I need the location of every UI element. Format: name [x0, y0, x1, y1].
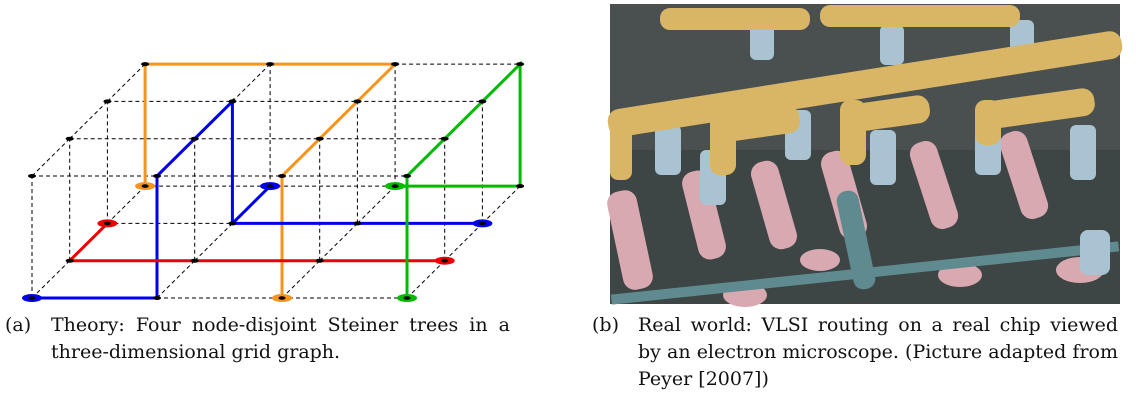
- grid-edge: [32, 261, 70, 298]
- grid-node: [316, 259, 324, 263]
- steiner-tree: [395, 64, 520, 298]
- grid-edge: [32, 139, 70, 176]
- grid-node: [191, 259, 199, 263]
- chip-photo: [605, 4, 1124, 307]
- terminal-center: [392, 184, 399, 188]
- grid-edge: [195, 223, 233, 260]
- grid-graph: [22, 62, 524, 302]
- grid-edge: [357, 186, 395, 223]
- grid-node: [153, 174, 161, 178]
- caption-a: (a) Theory: Four node-disjoint Steiner t…: [5, 312, 510, 366]
- caption-label: (b): [592, 312, 638, 393]
- grid-node: [441, 137, 449, 141]
- grid-node: [66, 259, 74, 263]
- grid-edge: [445, 223, 483, 260]
- grid-node: [516, 184, 524, 188]
- grid-node: [391, 62, 399, 66]
- caption-text: Real world: VLSI routing on a real chip …: [638, 312, 1118, 393]
- grid-node: [228, 221, 236, 225]
- terminal-center: [441, 259, 448, 263]
- terminal-center: [142, 184, 149, 188]
- grid-node: [353, 221, 361, 225]
- grid-node: [141, 62, 149, 66]
- grid-edge: [70, 101, 108, 138]
- grid-node: [478, 99, 486, 103]
- grid-node: [316, 137, 324, 141]
- terminal-center: [29, 296, 36, 300]
- grid-edge: [157, 261, 195, 298]
- grid-edge: [107, 186, 145, 223]
- grid-edge: [407, 261, 445, 298]
- terminal-center: [404, 296, 411, 300]
- grid-node: [278, 174, 286, 178]
- grid-node: [103, 99, 111, 103]
- grid-node: [228, 99, 236, 103]
- figure-graphics: [0, 0, 1136, 310]
- grid-edge: [107, 64, 145, 101]
- caption-text: Theory: Four node-disjoint Steiner trees…: [51, 312, 510, 366]
- caption-b: (b) Real world: VLSI routing on a real c…: [592, 312, 1118, 393]
- terminal-center: [267, 184, 274, 188]
- grid-edge: [320, 223, 358, 260]
- grid-node: [516, 62, 524, 66]
- grid-edge: [282, 261, 320, 298]
- grid-node: [66, 137, 74, 141]
- grid-edge: [482, 186, 520, 223]
- grid-node: [153, 296, 161, 300]
- grid-node: [353, 99, 361, 103]
- page: (a) Theory: Four node-disjoint Steiner t…: [0, 0, 1136, 408]
- grid-edge: [232, 64, 270, 101]
- steiner-tree: [232, 186, 270, 223]
- steiner-tree: [70, 223, 445, 260]
- grid-node: [266, 62, 274, 66]
- grid-node: [403, 174, 411, 178]
- terminal-center: [279, 296, 286, 300]
- terminal-center: [104, 222, 111, 226]
- caption-label: (a): [5, 312, 51, 366]
- terminal-center: [479, 222, 486, 226]
- grid-node: [28, 174, 36, 178]
- grid-node: [191, 137, 199, 141]
